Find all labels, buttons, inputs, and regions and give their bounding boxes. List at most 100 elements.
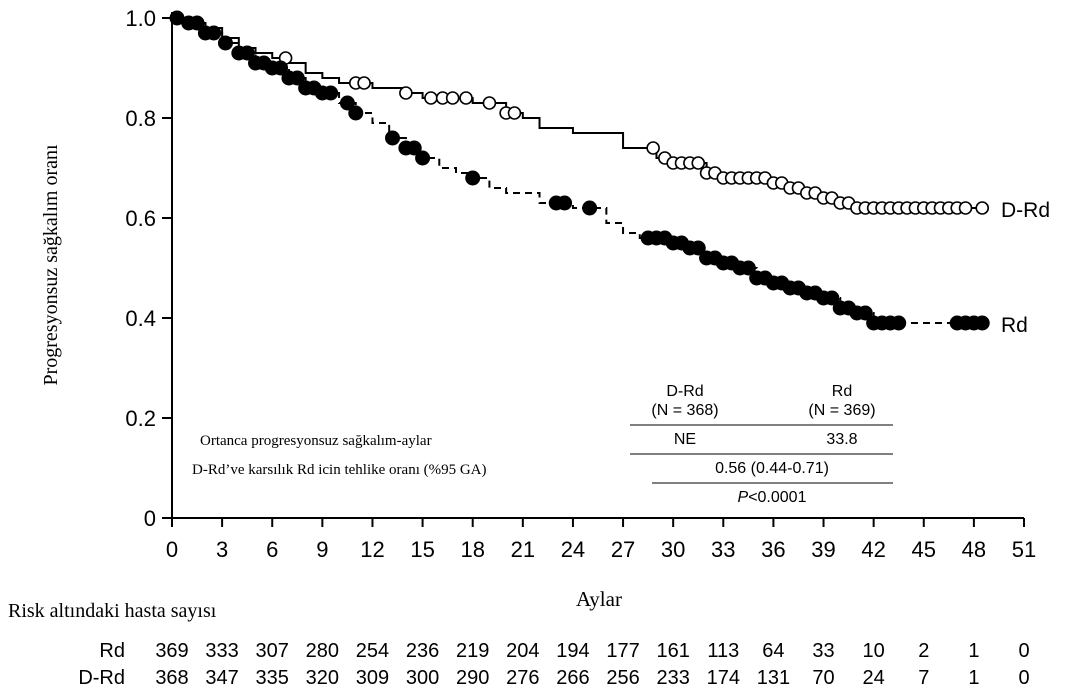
- censor-mark-rd: [824, 290, 840, 306]
- censor-mark-rd: [217, 35, 233, 51]
- risk-value-rd: 254: [356, 640, 389, 662]
- inset-p-rest: <0.0001: [748, 489, 806, 506]
- inset-value-median-drd: NE: [674, 431, 696, 448]
- risk-value-d-rd: 266: [556, 667, 589, 689]
- censor-mark-rd: [385, 130, 401, 146]
- risk-value-rd: 2: [918, 640, 929, 662]
- inset-row-label-median: Ortanca progresyonsuz sağkalım-aylar: [200, 433, 432, 449]
- censor-mark-rd: [465, 170, 481, 186]
- censor-mark-rd: [557, 195, 573, 211]
- risk-value-d-rd: 276: [506, 667, 539, 689]
- risk-table: Risk altındaki hasta sayısı Rd D-Rd 369 3…: [8, 600, 1030, 689]
- series-label-rd: Rd: [1001, 314, 1028, 337]
- risk-value-rd: 161: [656, 640, 689, 662]
- x-tick-label: 21: [511, 537, 535, 562]
- x-tick-label: 15: [410, 537, 434, 562]
- x-tick-label: 3: [216, 537, 228, 562]
- risk-value-rd: 333: [205, 640, 238, 662]
- y-tick-label: 0.8: [125, 106, 156, 131]
- x-tick-label: 39: [811, 537, 835, 562]
- risk-row-label-rd: Rd: [99, 640, 125, 662]
- x-tick-label: 27: [611, 537, 635, 562]
- risk-value-rd: 194: [556, 640, 589, 662]
- risk-value-d-rd: 347: [205, 667, 238, 689]
- risk-value-rd: 1: [968, 640, 979, 662]
- x-tick-label: 0: [166, 537, 178, 562]
- x-tick-label: 42: [861, 537, 885, 562]
- y-tick-label: 0.4: [125, 306, 156, 331]
- risk-row-label-drd: D-Rd: [78, 667, 125, 689]
- x-ticks: 0 3 6 9 12 15 18 21 24 27 30 33 36 39 42 45 48 51: [166, 518, 1036, 562]
- censor-mark-d-rd: [691, 156, 706, 170]
- risk-value-rd: 64: [762, 640, 784, 662]
- censor-mark-rd: [273, 60, 289, 76]
- risk-value-rd: 219: [456, 640, 489, 662]
- y-tick-label: 0.2: [125, 406, 156, 431]
- censor-mark-rd: [690, 240, 706, 256]
- x-tick-label: 9: [316, 537, 328, 562]
- risk-value-d-rd: 335: [256, 667, 289, 689]
- risk-value-rd: 204: [506, 640, 539, 662]
- survival-curves: [169, 10, 990, 331]
- x-tick-label: 36: [761, 537, 785, 562]
- censor-mark-rd: [323, 85, 339, 101]
- risk-value-rd: 10: [863, 640, 885, 662]
- axes: [171, 12, 1024, 519]
- censor-mark-rd: [406, 140, 422, 156]
- risk-values: 369 333 307 280 254 236 219 204 194 177 161 113 64 33…: [155, 640, 1029, 689]
- censor-mark-rd: [339, 95, 355, 111]
- risk-value-d-rd: 7: [918, 667, 929, 689]
- x-tick-label: 45: [912, 537, 936, 562]
- y-tick-label: 1.0: [125, 6, 156, 31]
- x-tick-label: 33: [711, 537, 735, 562]
- inset-col-n-drd: (N = 368): [651, 402, 718, 419]
- censor-mark-rd: [348, 105, 364, 121]
- risk-value-d-rd: 70: [812, 667, 834, 689]
- censor-mark-d-rd: [445, 91, 460, 105]
- inset-row-label-hazard: D-Rd’ve karsılık Rd icin tehlike oranı (…: [192, 462, 487, 478]
- risk-value-rd: 113: [707, 640, 739, 662]
- inset-stats-table: D-Rd (N = 368) Rd (N = 369) Ortanca prog…: [192, 383, 893, 506]
- censor-mark-d-rd: [958, 201, 973, 215]
- risk-value-d-rd: 174: [707, 667, 740, 689]
- risk-value-d-rd: 256: [606, 667, 639, 689]
- x-tick-label: 48: [962, 537, 986, 562]
- censor-mark-d-rd: [357, 76, 371, 90]
- censor-mark-d-rd: [507, 106, 522, 120]
- x-tick-label: 24: [561, 537, 585, 562]
- curve-d-rd: [172, 17, 983, 209]
- censor-mark-rd: [974, 315, 990, 331]
- risk-value-d-rd: 1: [968, 667, 979, 689]
- inset-col-n-rd: (N = 369): [808, 402, 875, 419]
- censor-mark-d-rd: [975, 201, 990, 215]
- risk-value-d-rd: 309: [356, 667, 389, 689]
- censor-mark-rd: [415, 150, 431, 166]
- x-tick-label: 51: [1012, 537, 1036, 562]
- censor-mark-rd: [582, 200, 598, 216]
- risk-value-d-rd: 24: [863, 667, 885, 689]
- x-tick-label: 12: [360, 537, 384, 562]
- censor-mark-d-rd: [424, 91, 438, 105]
- risk-value-d-rd: 233: [656, 667, 689, 689]
- censor-mark-rd: [891, 315, 907, 331]
- censor-mark-rd: [289, 70, 305, 86]
- risk-value-rd: 177: [606, 640, 639, 662]
- x-tick-label: 30: [661, 537, 685, 562]
- risk-value-rd: 236: [406, 640, 439, 662]
- inset-p-letter: P: [738, 489, 749, 506]
- series-label-drd: D-Rd: [1001, 199, 1050, 222]
- risk-value-d-rd: 320: [306, 667, 339, 689]
- y-axis-title: Progresyonsuz sağkalım oranı: [40, 144, 62, 386]
- risk-value-rd: 0: [1018, 640, 1029, 662]
- risk-value-rd: 307: [256, 640, 289, 662]
- risk-value-d-rd: 300: [406, 667, 439, 689]
- risk-value-rd: 280: [306, 640, 339, 662]
- y-ticks: 0 0.2 0.4 0.6 0.8 1.0: [125, 6, 172, 531]
- risk-value-rd: 369: [155, 640, 188, 662]
- risk-value-d-rd: 368: [155, 667, 188, 689]
- inset-col-header-drd: D-Rd: [666, 383, 703, 400]
- x-tick-label: 6: [266, 537, 278, 562]
- censor-mark-d-rd: [646, 141, 660, 155]
- inset-value-hazard: 0.56 (0.44-0.71): [715, 460, 829, 477]
